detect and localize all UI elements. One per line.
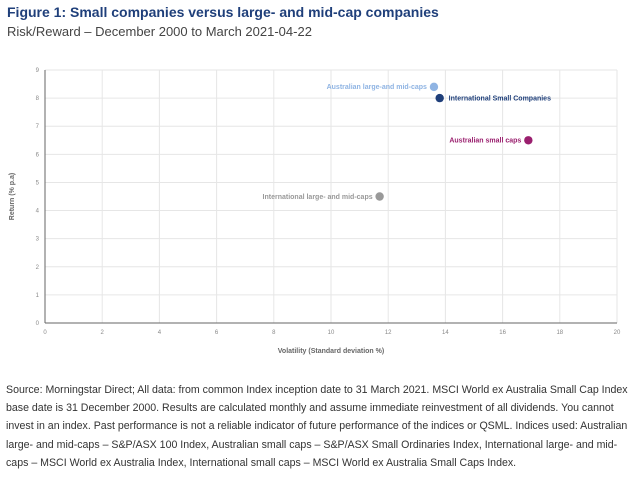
x-tick-label: 10 bbox=[328, 330, 335, 336]
x-tick-label: 20 bbox=[614, 330, 621, 336]
y-tick-label: 3 bbox=[36, 237, 40, 243]
y-tick-label: 1 bbox=[36, 293, 40, 299]
x-tick-label: 2 bbox=[101, 330, 105, 336]
figure-subtitle: Risk/Reward – December 2000 to March 202… bbox=[7, 24, 312, 39]
figure-title: Figure 1: Small companies versus large- … bbox=[7, 4, 439, 20]
y-tick-label: 4 bbox=[36, 209, 40, 215]
data-point bbox=[429, 82, 439, 92]
data-point-label: Australian small caps bbox=[449, 138, 521, 145]
y-tick-label: 2 bbox=[36, 265, 40, 271]
y-tick-label: 6 bbox=[36, 152, 40, 158]
data-point bbox=[524, 136, 533, 145]
x-tick-label: 6 bbox=[215, 330, 219, 336]
x-axis-title: Volatility (Standard deviation %) bbox=[278, 348, 384, 355]
x-tick-label: 4 bbox=[158, 330, 162, 336]
data-point-label: International Small Companies bbox=[449, 95, 551, 102]
y-tick-label: 7 bbox=[36, 124, 40, 130]
data-point bbox=[375, 192, 384, 201]
x-tick-label: 8 bbox=[272, 330, 276, 336]
x-tick-label: 18 bbox=[556, 330, 563, 336]
chart-area: 0 2 4 6 8 10 12 14 16 18 20 0 1 2 3 4 5 6 7 8 9 Volatility (S… bbox=[0, 50, 634, 375]
data-point bbox=[435, 93, 444, 103]
data-point-label: Australian large-and mid-caps bbox=[327, 84, 427, 91]
x-tick-label: 14 bbox=[442, 330, 449, 336]
data-point-label: International large- and mid-caps bbox=[263, 194, 373, 201]
y-tick-label: 9 bbox=[36, 68, 40, 74]
y-tick-label: 5 bbox=[36, 180, 40, 186]
source-note: Source: Morningstar Direct; All data: fr… bbox=[6, 384, 628, 469]
y-tick-label: 0 bbox=[36, 321, 40, 327]
x-tick-label: 12 bbox=[385, 330, 392, 336]
y-tick-label: 8 bbox=[36, 96, 40, 102]
y-axis-title: Return (% p.a) bbox=[9, 173, 16, 220]
x-tick-label: 0 bbox=[43, 330, 47, 336]
x-tick-label: 16 bbox=[499, 330, 506, 336]
